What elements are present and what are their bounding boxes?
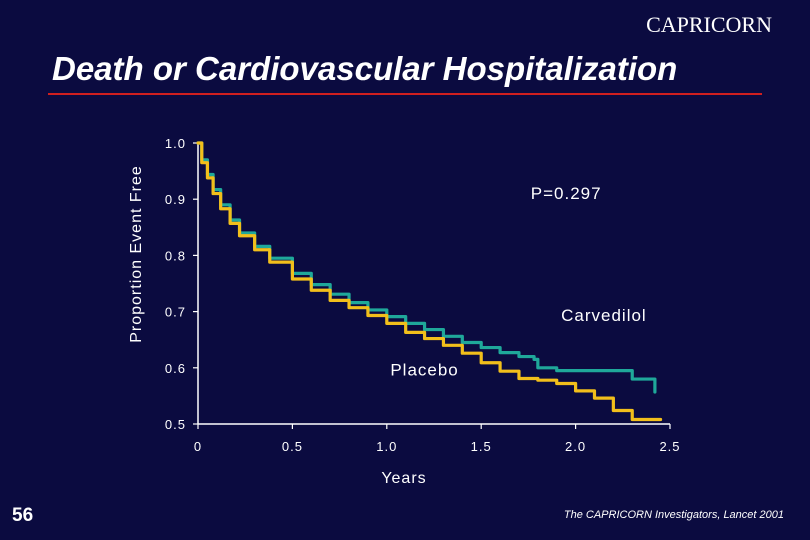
- chart-axes: [197, 143, 670, 425]
- title-underline: [48, 93, 762, 95]
- y-tick-label: 1.0: [165, 136, 186, 151]
- chart-annotation: P=0.297: [531, 184, 602, 203]
- corner-label: CAPRICORN: [646, 12, 772, 37]
- y-tick-label: 0.8: [165, 248, 186, 263]
- chart-annotations: P=0.297 Carvedilol Placebo: [390, 184, 647, 380]
- x-tick-label: 0: [194, 439, 202, 454]
- chart-series: [196, 141, 663, 422]
- chart-annotation: Carvedilol: [561, 306, 647, 325]
- y-tick-label: 0.6: [165, 361, 186, 376]
- x-tick-label: 2.0: [565, 439, 586, 454]
- page-number: 56: [12, 505, 34, 526]
- x-tick-label: 1.0: [376, 439, 397, 454]
- x-tick-label: 0.5: [282, 439, 303, 454]
- x-tick-label: 1.5: [471, 439, 492, 454]
- chart-annotation: Placebo: [390, 361, 458, 380]
- x-tick-label: 2.5: [659, 439, 680, 454]
- series-line-carvedilol: [196, 141, 657, 394]
- slide-title: Death or Cardiovascular Hospitalization: [52, 50, 678, 87]
- x-axis-label: Years: [381, 470, 426, 487]
- y-tick-label: 0.9: [165, 192, 186, 207]
- chart-ticks: 1.0 0.9 0.8 0.7 0.6 0.5 0 0.5 1.0 1.5 2.0 2.5: [165, 136, 680, 454]
- y-axis-label: Proportion Event Free: [128, 165, 145, 343]
- y-tick-label: 0.7: [165, 305, 186, 320]
- y-tick-label: 0.5: [165, 417, 186, 432]
- citation: The CAPRICORN Investigators, Lancet 2001: [563, 509, 784, 521]
- series-line-placebo: [196, 141, 663, 422]
